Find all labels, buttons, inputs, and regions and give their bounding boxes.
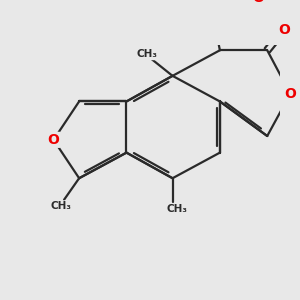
Text: O: O — [48, 133, 59, 147]
Text: O: O — [253, 0, 265, 4]
Text: CH₃: CH₃ — [51, 201, 72, 211]
Text: O: O — [278, 23, 290, 37]
Text: CH₃: CH₃ — [136, 50, 157, 59]
Text: O: O — [284, 87, 296, 101]
Text: N: N — [233, 0, 244, 1]
Text: CH₃: CH₃ — [166, 204, 187, 214]
